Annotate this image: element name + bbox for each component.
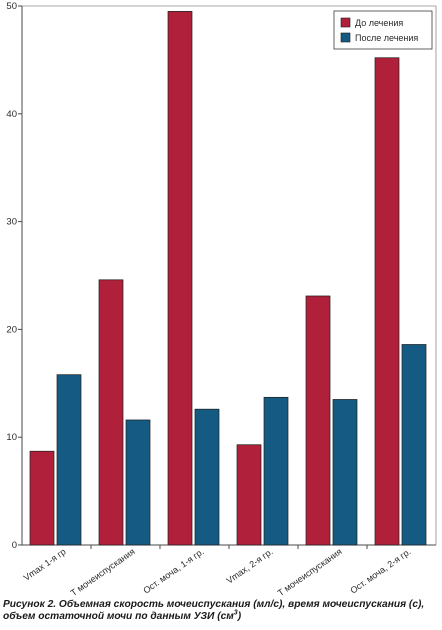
category-label: Ост. моча, 2-я гр. (348, 546, 412, 595)
category-label: T мочеиспускания (276, 546, 344, 598)
legend: До лечения После лечения (333, 10, 433, 50)
legend-swatch (340, 32, 351, 43)
caption-superscript: 3 (233, 610, 238, 618)
category-label: Vmax, 2-я гр. (225, 546, 275, 585)
bar-after (332, 399, 358, 546)
y-tick-label: 40 (6, 109, 17, 120)
legend-swatch (340, 17, 351, 28)
figure-caption: Рисунок 2. Объемная скорость мочеиспуска… (3, 599, 439, 624)
bar-before (29, 450, 55, 546)
bar-before (374, 57, 400, 546)
y-tick-label: 10 (6, 432, 17, 443)
category-label: Ост. моча, 1-я гр. (141, 546, 205, 595)
legend-label: После лечения (355, 33, 418, 43)
category-labels: Vmax 1-я гр T мочеиспускания Ост. моча, 1-… (22, 546, 413, 598)
bar-before (305, 295, 331, 546)
caption-closing: ) (237, 611, 242, 623)
caption-text: Рисунок 2. Объемная скорость мочеиспуска… (3, 599, 425, 623)
chart-frame: 0 10 20 30 40 50 Vmax 1-я гр T мочеиспускания О… (6, 1, 437, 598)
bar-after (194, 408, 220, 546)
bar-after (125, 419, 151, 546)
bar-after (263, 396, 289, 546)
y-tick-label: 0 (12, 540, 17, 551)
legend-label: До лечения (355, 18, 403, 28)
y-tick-label: 20 (6, 324, 17, 335)
bar-before (236, 444, 262, 546)
category-label: Vmax 1-я гр (22, 546, 68, 582)
bar-before (167, 11, 193, 546)
axes: 0 10 20 30 40 50 (6, 1, 437, 551)
bar-after (401, 344, 427, 546)
bar-before (98, 279, 124, 546)
category-label: T мочеиспускания (69, 546, 137, 598)
bars (29, 11, 427, 546)
legend-box (333, 10, 433, 50)
y-tick-label: 30 (6, 217, 17, 228)
bar-after (56, 374, 82, 546)
y-tick-label: 50 (6, 1, 17, 12)
